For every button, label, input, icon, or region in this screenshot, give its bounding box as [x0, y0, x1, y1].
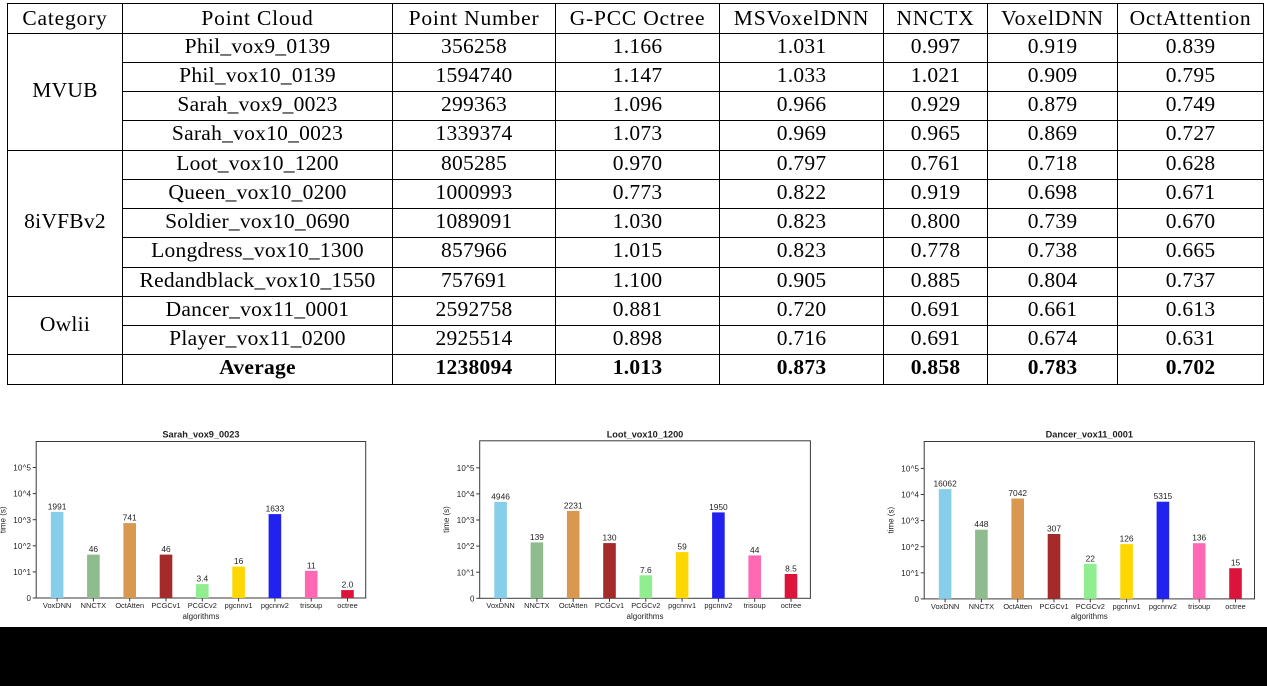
svg-text:10^5: 10^5	[13, 464, 31, 473]
svg-text:10^2: 10^2	[901, 543, 919, 552]
svg-text:448: 448	[974, 519, 988, 529]
svg-text:Loot_vox10_1200: Loot_vox10_1200	[607, 430, 684, 440]
svg-text:PCGCv1: PCGCv1	[1039, 602, 1068, 611]
svg-text:Dancer_vox11_0001: Dancer_vox11_0001	[1046, 430, 1133, 440]
svg-text:algorithms: algorithms	[1071, 612, 1108, 621]
svg-text:10^5: 10^5	[457, 464, 475, 473]
svg-text:139: 139	[530, 532, 544, 542]
svg-text:PCGCv2: PCGCv2	[1076, 602, 1105, 611]
svg-text:0: 0	[27, 594, 32, 603]
svg-text:11: 11	[307, 560, 316, 570]
svg-text:10^5: 10^5	[901, 465, 919, 474]
svg-text:octree: octree	[1225, 602, 1246, 611]
svg-text:0: 0	[470, 594, 475, 603]
svg-text:10^2: 10^2	[13, 542, 31, 551]
svg-text:44: 44	[750, 545, 760, 555]
svg-text:OctAtten: OctAtten	[115, 601, 144, 610]
svg-text:7042: 7042	[1008, 488, 1027, 498]
svg-text:16: 16	[234, 556, 244, 566]
svg-text:10^3: 10^3	[457, 516, 475, 525]
svg-text:15: 15	[1231, 558, 1241, 568]
svg-text:5315: 5315	[1154, 491, 1173, 501]
svg-text:46: 46	[161, 544, 171, 554]
svg-text:time (s): time (s)	[0, 506, 8, 533]
svg-text:time (s): time (s)	[887, 507, 896, 534]
svg-text:136: 136	[1192, 533, 1206, 543]
svg-text:algorithms: algorithms	[182, 612, 219, 621]
svg-text:pgcnnv2: pgcnnv2	[704, 601, 732, 610]
svg-text:10^3: 10^3	[901, 517, 919, 526]
svg-text:4946: 4946	[491, 491, 510, 501]
svg-text:10^1: 10^1	[457, 568, 475, 577]
svg-text:59: 59	[677, 542, 687, 552]
svg-text:46: 46	[89, 544, 99, 554]
svg-text:0: 0	[915, 595, 920, 604]
svg-text:126: 126	[1120, 534, 1134, 544]
svg-text:trisoup: trisoup	[744, 601, 766, 610]
svg-text:trisoup: trisoup	[1188, 602, 1210, 611]
svg-text:OctAtten: OctAtten	[559, 601, 588, 610]
svg-text:NNCTX: NNCTX	[969, 602, 995, 611]
svg-text:VoxDNN: VoxDNN	[931, 602, 959, 611]
svg-text:time (s): time (s)	[442, 506, 451, 533]
svg-text:741: 741	[123, 513, 137, 523]
svg-text:3.4: 3.4	[196, 574, 208, 584]
svg-text:307: 307	[1047, 524, 1061, 534]
svg-text:2231: 2231	[564, 500, 583, 510]
svg-text:10^2: 10^2	[457, 542, 475, 551]
svg-text:16062: 16062	[933, 479, 957, 489]
svg-text:10^1: 10^1	[13, 568, 31, 577]
svg-text:8.5: 8.5	[785, 564, 797, 574]
svg-text:10^4: 10^4	[13, 490, 31, 499]
svg-text:1991: 1991	[48, 501, 67, 511]
svg-text:Sarah_vox9_0023: Sarah_vox9_0023	[162, 430, 239, 440]
svg-text:NNCTX: NNCTX	[81, 601, 107, 610]
svg-text:10^3: 10^3	[13, 516, 31, 525]
svg-text:22: 22	[1086, 553, 1096, 563]
svg-text:octree: octree	[337, 601, 358, 610]
svg-text:PCGCv2: PCGCv2	[631, 601, 660, 610]
svg-text:130: 130	[603, 533, 617, 543]
svg-text:PCGCv1: PCGCv1	[595, 601, 624, 610]
svg-text:pgcnnv2: pgcnnv2	[1149, 602, 1177, 611]
svg-text:pgcnnv1: pgcnnv1	[1113, 602, 1141, 611]
svg-text:10^1: 10^1	[901, 569, 919, 578]
svg-text:PCGCv2: PCGCv2	[188, 601, 217, 610]
svg-text:algorithms: algorithms	[627, 612, 664, 621]
svg-text:7.6: 7.6	[640, 565, 652, 575]
svg-text:OctAtten: OctAtten	[1003, 602, 1032, 611]
svg-text:pgcnnv2: pgcnnv2	[261, 601, 289, 610]
svg-text:2.0: 2.0	[342, 580, 354, 590]
svg-text:VoxDNN: VoxDNN	[43, 601, 71, 610]
svg-text:1950: 1950	[709, 502, 728, 512]
svg-text:octree: octree	[781, 601, 802, 610]
svg-text:VoxDNN: VoxDNN	[486, 601, 514, 610]
svg-text:pgcnnv1: pgcnnv1	[225, 601, 253, 610]
svg-text:pgcnnv1: pgcnnv1	[668, 601, 696, 610]
svg-text:10^4: 10^4	[901, 491, 919, 500]
svg-text:10^4: 10^4	[457, 490, 475, 499]
svg-text:NNCTX: NNCTX	[524, 601, 550, 610]
svg-text:trisoup: trisoup	[300, 601, 322, 610]
svg-text:1633: 1633	[266, 504, 285, 514]
svg-text:PCGCv1: PCGCv1	[151, 601, 180, 610]
